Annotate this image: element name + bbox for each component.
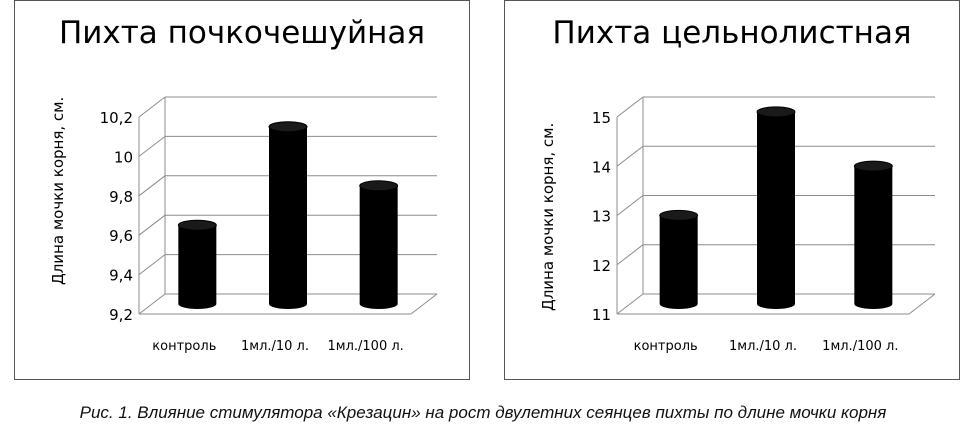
chart-panel-left: Пихта почкочешуйная Длина мочки корня, с… — [14, 0, 470, 380]
chart-panel-right: Пихта цельнолистная Длина мочки корня, с… — [504, 0, 960, 380]
gridline-depth — [138, 96, 166, 118]
bar — [359, 185, 398, 304]
chart-plot-right: 11 12 13 14 15 контроль 1мл./10 л. 1мл./100 л. — [592, 96, 936, 354]
y-tick-label: 14 — [592, 158, 611, 176]
bar-base — [854, 299, 893, 309]
bar-top — [756, 106, 796, 118]
bar — [178, 225, 217, 304]
bar-top — [177, 219, 217, 231]
bar — [269, 126, 307, 304]
y-tick-label: 15 — [592, 109, 611, 127]
gridline-depth — [138, 254, 166, 275]
x-tick-label: 1мл./100 л. — [328, 339, 404, 354]
gridline-depth — [616, 96, 644, 118]
gridline-depth — [138, 136, 166, 157]
x-tick-label: 1мл./10 л. — [241, 339, 309, 354]
gridline-depth — [138, 175, 166, 197]
y-tick-label: 9,8 — [109, 188, 133, 206]
gridline-depth — [616, 293, 644, 315]
bar-base — [757, 299, 795, 309]
gridline-depth — [138, 214, 166, 236]
chart-plot-left: 9,2 9,4 9,6 9,8 10 10,2 контроль 1мл./10 л. 1мл.… — [100, 96, 438, 354]
y-tick-label: 10,2 — [100, 109, 133, 127]
bar-top — [268, 121, 308, 133]
bar-base — [359, 299, 398, 309]
x-tick-label: контроль — [634, 339, 698, 354]
bar-top — [359, 180, 399, 192]
y-tick-label: 12 — [592, 257, 611, 275]
bar-base — [178, 299, 217, 309]
y-tick-label: 9,6 — [109, 227, 133, 245]
floor-right-edge — [410, 293, 438, 315]
x-tick-label: 1мл./10 л. — [729, 339, 797, 354]
bar-top — [853, 160, 893, 172]
gridline-depth — [616, 195, 644, 216]
bar — [659, 215, 698, 304]
floor-right-edge — [908, 293, 936, 315]
x-tick-label: контроль — [152, 339, 216, 354]
y-tick-label: 11 — [592, 306, 611, 324]
x-tick-label: 1мл./100 л. — [822, 339, 898, 354]
y-tick-label: 9,2 — [109, 306, 133, 324]
bar-top — [659, 209, 699, 221]
chart-title: Пихта цельнолистная — [552, 15, 912, 51]
chart-title: Пихта почкочешуйная — [58, 15, 426, 51]
figure-caption: Рис. 1. Влияние стимулятора «Крезацин» н… — [79, 403, 887, 422]
y-tick-label: 13 — [592, 208, 611, 226]
bar — [757, 111, 795, 304]
y-tick-label: 10 — [114, 148, 133, 166]
gridline-depth — [138, 293, 166, 315]
bar-base — [659, 299, 698, 309]
bar-base — [269, 299, 307, 309]
bar — [854, 166, 893, 304]
y-tick-label: 9,4 — [109, 267, 133, 285]
gridline-depth — [616, 145, 644, 167]
gridline-depth — [616, 244, 644, 266]
